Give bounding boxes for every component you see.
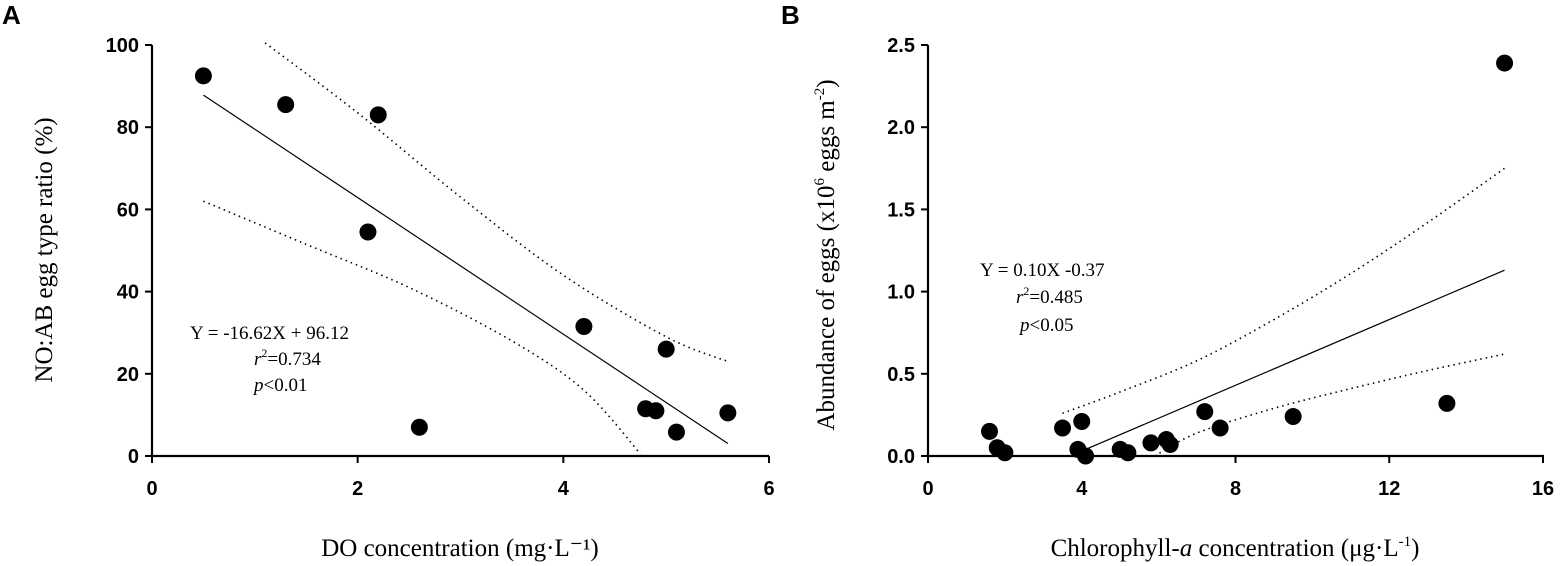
panel-a-x-tick-label: 6 [763, 478, 774, 500]
panel-a-x-tick-label: 2 [352, 478, 363, 500]
panel-b-data-point [1196, 403, 1214, 421]
panel-a-data-point [369, 106, 387, 124]
panel-b-y-tick-label: 2.5 [887, 35, 915, 57]
panel-b-data-point [1161, 435, 1179, 453]
panel-b-y-tick-label: 0.0 [887, 446, 915, 468]
panel-a-points [194, 67, 737, 441]
panel-a-data-point [647, 402, 665, 420]
panel-b-y-ticks: 0.0 0.5 1.0 1.5 2.0 2.5 [887, 35, 928, 468]
panel-b-data-point [1077, 447, 1095, 465]
panel-b-points [981, 54, 1514, 465]
panel-a-x-tick-label: 4 [558, 478, 570, 500]
panel-b-label: B [781, 0, 800, 30]
panel-a-y-tick-label: 20 [117, 364, 139, 386]
panel-b-data-point [1054, 419, 1072, 437]
panel-a-label: A [2, 0, 21, 30]
panel-b-data-point [1142, 434, 1160, 452]
panel-b-data-point [1073, 412, 1091, 430]
panel-b-data-point [1438, 394, 1456, 412]
panel-b-y-tick-label: 2.0 [887, 117, 915, 139]
panel-b-x-tick-label: 8 [1230, 478, 1241, 500]
panel-b-x-ticks: 0 4 8 12 16 [922, 456, 1554, 500]
panel-a-x-ticks: 0 2 4 6 [146, 456, 775, 500]
panel-a-y-axis-title: NO:AB egg type ratio (%) [31, 117, 58, 382]
panel-b-data-point [1211, 419, 1229, 437]
panel-a-data-point [719, 404, 737, 422]
panel-b-data-point [981, 422, 998, 440]
panel-a-equation: Y = -16.62X + 96.12 [190, 323, 349, 344]
panel-a-y-ticks: 0 20 40 60 80 100 [106, 35, 152, 468]
panel-b-y-tick-label: 1.5 [887, 199, 915, 221]
panel-a-x-tick-label: 0 [146, 478, 157, 500]
panel-a-data-point [359, 223, 377, 241]
panel-b-y-axis-title: Abundance of eggs (x106 eggs m-2) [812, 79, 840, 430]
panel-a-x-axis-title: DO concentration (mg·L⁻¹) [321, 535, 599, 562]
panel-b-data-point [1119, 444, 1137, 462]
panel-b-y-tick-label: 0.5 [887, 364, 915, 386]
panel-a-regression-line [203, 94, 729, 444]
panel-b-equation: Y = 0.10X -0.37 [980, 260, 1105, 281]
panel-b-data-point [1284, 408, 1302, 426]
panel-b-y-tick-label: 1.0 [887, 282, 915, 304]
panel-b-regression-line [1081, 269, 1505, 452]
panel-b-r-squared: r2=0.485 [1016, 284, 1083, 308]
panel-b-x-tick-label: 12 [1378, 478, 1400, 500]
panel-a-ci-upper [264, 42, 729, 363]
panel-b-data-point [996, 444, 1014, 462]
panel-b-x-axis-title: Chlorophyll-a concentration (μg·L-1) [1051, 534, 1420, 562]
panel-a-y-tick-label: 40 [117, 282, 139, 304]
panel-a-data-point [657, 340, 675, 358]
panel-a-y-tick-label: 80 [117, 117, 139, 139]
panel-b-x-tick-label: 0 [922, 478, 933, 500]
panel-a-data-point [410, 418, 428, 436]
panel-a-data-point [667, 423, 685, 441]
panel-b-x-tick-label: 16 [1532, 478, 1554, 500]
panel-b-p-value: p<0.05 [1018, 315, 1073, 336]
panel-a-y-tick-label: 0 [128, 446, 139, 468]
panel-b-x-tick-label: 4 [1076, 478, 1088, 500]
panel-a-data-point [575, 318, 593, 336]
panel-a-y-tick-label: 100 [106, 35, 139, 57]
panel-b-data-point [1496, 54, 1514, 72]
panel-a-r-squared: r2=0.734 [254, 346, 321, 370]
panel-b: B 0.0 0.5 1.0 1.5 2.0 2.5 0 4 8 12 16 Y = 0.10X -… [781, 0, 1554, 562]
panel-b-ci-upper [1062, 167, 1506, 415]
panel-a-y-tick-label: 60 [117, 199, 139, 221]
panel-a-data-point [277, 96, 295, 114]
panel-a-p-value: p<0.01 [252, 375, 307, 396]
panel-a-data-point [194, 67, 212, 85]
